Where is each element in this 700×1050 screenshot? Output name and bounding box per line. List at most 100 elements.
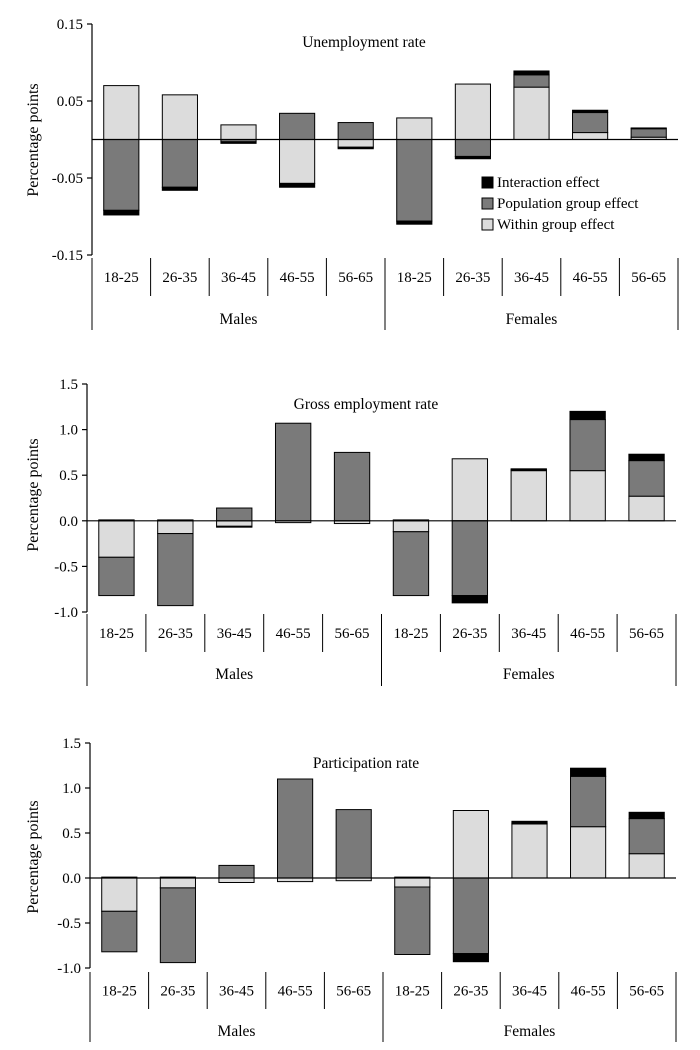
bar-population-6: [392, 531, 430, 597]
x-tick-label: 36-45: [514, 270, 549, 286]
x-tick-label: 56-65: [629, 626, 664, 642]
bar-interaction-4: [279, 182, 316, 188]
x-tick-label: 56-65: [631, 270, 666, 286]
bar-population-6: [394, 886, 431, 955]
bar-within-5: [337, 139, 374, 148]
x-tick-label: 26-35: [160, 984, 195, 1000]
bar-interaction-10: [630, 127, 667, 130]
legend: Interaction effect Population group effec…: [481, 175, 639, 233]
x-tick-label: 56-65: [336, 984, 371, 1000]
bar-population-2: [161, 139, 198, 188]
bar-within-7: [451, 458, 489, 522]
bar-interaction-3: [216, 525, 253, 528]
y-tick-label: -0.5: [54, 559, 78, 575]
y-tick-label: -0.5: [57, 916, 81, 932]
y-tick-label: 0.05: [57, 94, 83, 110]
bar-interaction-8: [513, 70, 550, 76]
y-tick-label: -1.0: [57, 961, 81, 977]
legend-label: Interaction effect: [497, 175, 600, 191]
bar-population-3: [216, 507, 253, 522]
chart-panel-1: Unemployment rate Percentage points 0.15 0.…: [25, 17, 679, 330]
bar-within-3: [220, 124, 257, 141]
bar-population-2: [159, 887, 196, 964]
chart-title: Unemployment rate: [302, 34, 426, 51]
bar-interaction-9: [572, 109, 609, 114]
bar-population-7: [452, 877, 489, 955]
y-axis-label: Percentage points: [25, 83, 42, 196]
group-label: Males: [215, 666, 253, 683]
x-tick-label: 26-35: [455, 270, 490, 286]
group-label: Females: [506, 311, 558, 328]
bar-interaction-10: [628, 453, 665, 462]
bar-population-6: [396, 139, 433, 222]
bar-within-6: [396, 117, 433, 141]
x-tick-label: 36-45: [512, 984, 547, 1000]
bar-interaction-1: [103, 209, 140, 216]
x-tick-label: 46-55: [570, 626, 605, 642]
bar-within-1: [103, 85, 140, 140]
bar-population-5: [335, 809, 372, 879]
x-tick-label: 56-65: [335, 626, 370, 642]
bar-within-6: [394, 877, 431, 888]
group-label: Females: [504, 1023, 556, 1040]
bar-population-5: [333, 451, 371, 522]
bar-population-9: [569, 419, 606, 472]
y-axis-label: Percentage points: [25, 438, 42, 551]
bar-population-8: [513, 74, 550, 88]
bar-population-7: [451, 520, 489, 597]
bar-interaction-8: [510, 468, 547, 471]
bar-interaction-2: [161, 186, 198, 191]
x-tick-label: 46-55: [276, 626, 311, 642]
bar-interaction-9: [570, 767, 607, 777]
bar-within-8: [511, 823, 548, 879]
bar-within-9: [570, 826, 607, 879]
bar-interaction-7: [454, 155, 491, 160]
bar-population-7: [454, 139, 491, 157]
bar-population-4: [279, 112, 316, 140]
x-tick-label: 46-55: [280, 270, 315, 286]
bar-within-3: [218, 877, 255, 883]
legend-label: Population group effect: [497, 196, 639, 212]
bar-interaction-8: [511, 820, 548, 824]
x-tick-label: 18-25: [99, 626, 134, 642]
bar-interaction-7: [451, 595, 489, 604]
x-tick-label: 18-25: [104, 270, 139, 286]
y-tick-label: 0.5: [62, 826, 81, 842]
group-label: Males: [220, 311, 258, 328]
x-tick-label: 46-55: [573, 270, 608, 286]
bar-population-1: [103, 139, 140, 211]
x-tick-label: 26-35: [158, 626, 193, 642]
group-label: Males: [218, 1023, 256, 1040]
x-tick-label: 36-45: [219, 984, 254, 1000]
bar-within-1: [98, 520, 135, 558]
x-tick-label: 46-55: [571, 984, 606, 1000]
chart-title: Gross employment rate: [294, 396, 439, 413]
chart-title: Participation rate: [313, 755, 419, 772]
bar-population-10: [628, 818, 665, 855]
bar-interaction-6: [396, 220, 433, 225]
bar-within-9: [572, 132, 609, 141]
x-tick-label: 56-65: [629, 984, 664, 1000]
bar-population-9: [570, 775, 607, 828]
bar-within-9: [569, 470, 606, 522]
bar-population-1: [101, 910, 138, 953]
x-tick-label: 36-45: [221, 270, 256, 286]
x-tick-label: 18-25: [397, 270, 432, 286]
bar-within-7: [454, 83, 491, 140]
bar-within-7: [452, 810, 489, 879]
y-tick-label: 1.0: [59, 423, 78, 439]
group-label: Females: [503, 666, 555, 683]
y-tick-label: 1.5: [59, 377, 78, 393]
y-axis-label: Percentage points: [25, 800, 42, 913]
y-tick-label: 0.15: [57, 17, 83, 33]
x-tick-label: 46-55: [278, 984, 313, 1000]
x-tick-label: 36-45: [511, 626, 546, 642]
y-tick-label: -0.15: [52, 248, 83, 264]
bar-within-2: [157, 520, 194, 535]
y-tick-label: 0.0: [62, 871, 81, 887]
bar-interaction-9: [569, 410, 606, 421]
bar-interaction-7: [452, 953, 489, 963]
bar-within-2: [159, 877, 196, 889]
legend-swatch-population: [481, 197, 494, 210]
bar-within-10: [628, 853, 665, 879]
